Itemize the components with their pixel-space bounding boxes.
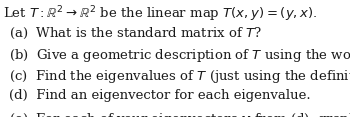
Text: (a)  What is the standard matrix of $T$?: (a) What is the standard matrix of $T$? bbox=[9, 26, 262, 41]
Text: (b)  Give a geometric description of $T$ using the word reflection.: (b) Give a geometric description of $T$ … bbox=[9, 47, 350, 64]
Text: (e)  For each of your eigenvectors $\mathbf{v}$ from (d), graph $\mathbf{v}$ and: (e) For each of your eigenvectors $\math… bbox=[9, 111, 350, 117]
Text: (c)  Find the eigenvalues of $T$ (just using the definition).: (c) Find the eigenvalues of $T$ (just us… bbox=[9, 68, 350, 85]
Text: (d)  Find an eigenvector for each eigenvalue.: (d) Find an eigenvector for each eigenva… bbox=[9, 89, 310, 102]
Text: Let $T : \mathbb{R}^2 \rightarrow \mathbb{R}^2$ be the linear map $T(x, y) = (y,: Let $T : \mathbb{R}^2 \rightarrow \mathb… bbox=[3, 5, 317, 24]
